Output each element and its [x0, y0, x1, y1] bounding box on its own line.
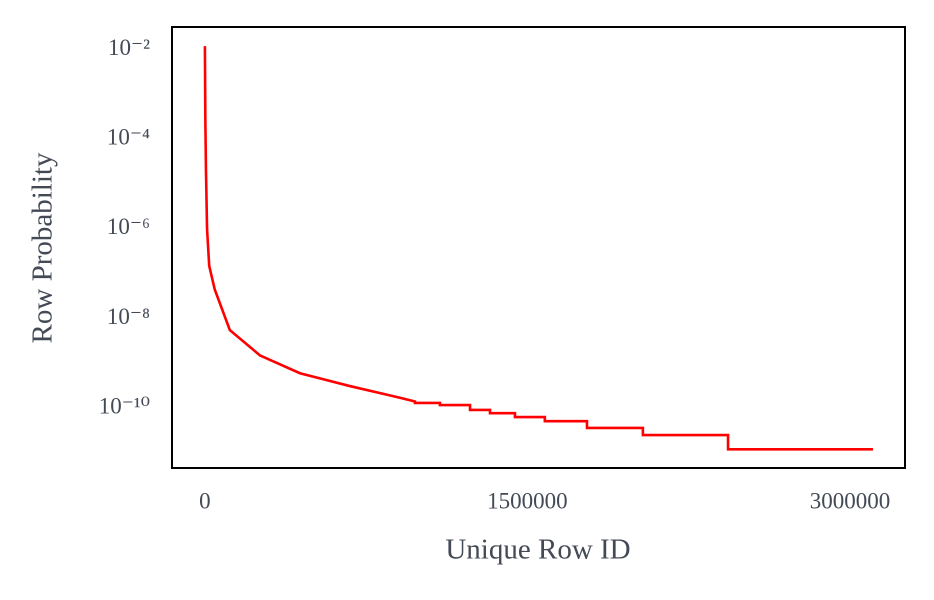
y-tick-label: 10⁻⁶ — [107, 214, 150, 239]
y-tick-label: 10⁻² — [108, 35, 150, 60]
x-tick-label: 1500000 — [487, 488, 568, 513]
y-tick-label: 10⁻⁴ — [107, 125, 150, 150]
y-tick-label: 10⁻⁸ — [107, 304, 150, 329]
plot-frame — [171, 26, 906, 469]
data-line — [203, 46, 873, 451]
x-tick-label: 3000000 — [810, 488, 891, 513]
y-axis-label: Row Probability — [27, 152, 59, 343]
x-axis-label: Unique Row ID — [445, 534, 630, 566]
y-tick-label: 10⁻¹⁰ — [99, 393, 150, 418]
x-tick-label: 0 — [199, 488, 211, 513]
